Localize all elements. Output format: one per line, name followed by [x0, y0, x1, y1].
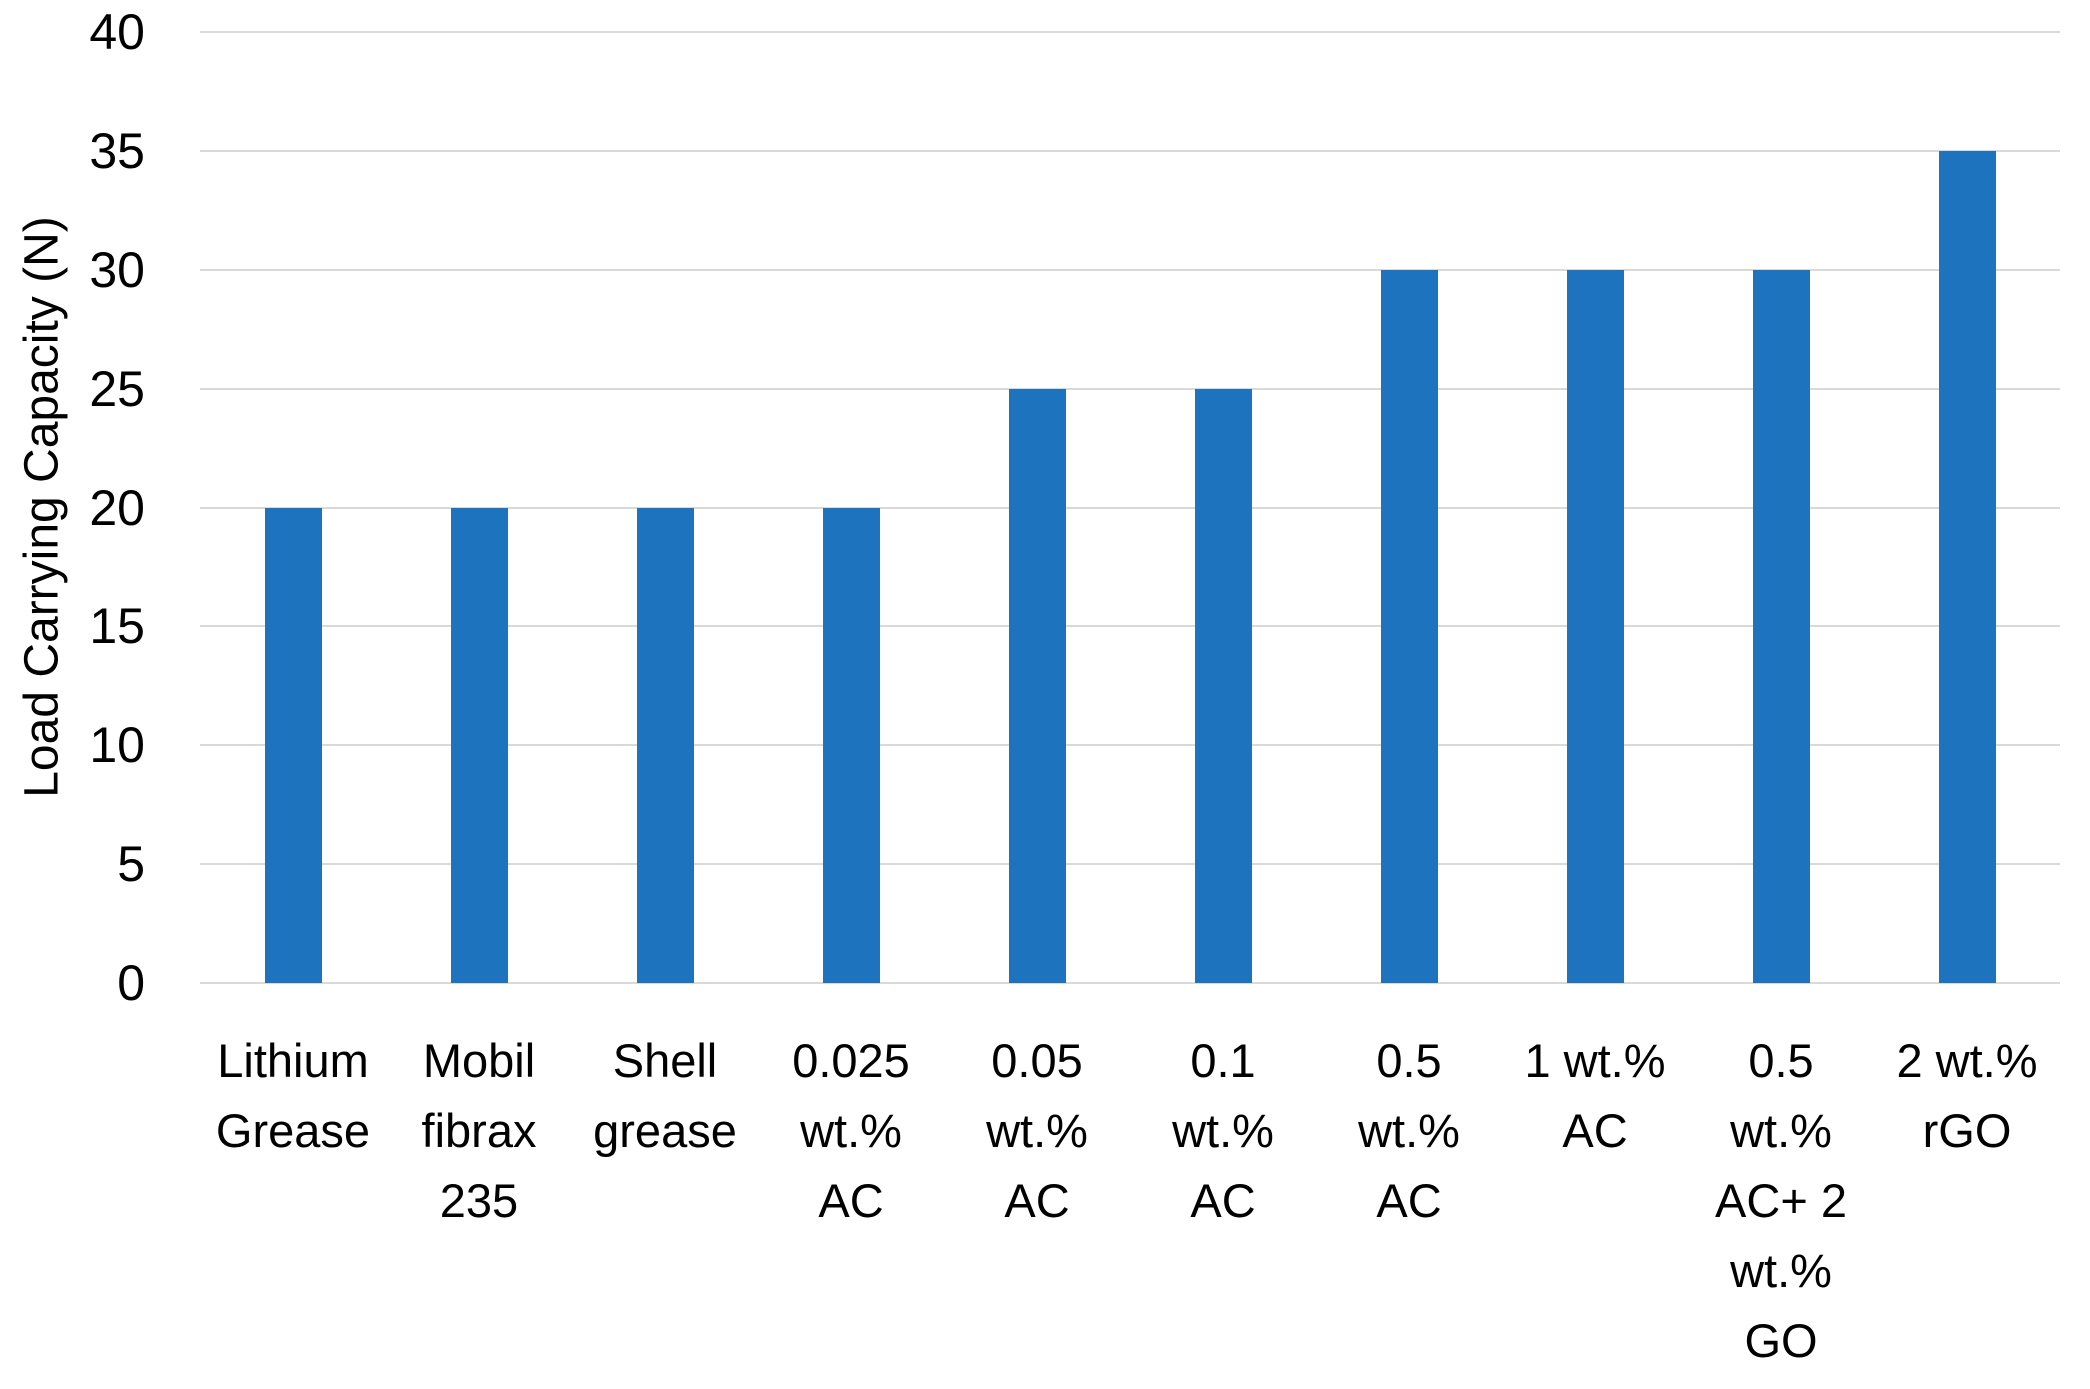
- gridline: [200, 149, 2060, 152]
- x-tick-label: Lithium Grease: [215, 1034, 371, 1157]
- x-tick-label: Shell grease: [593, 1034, 737, 1157]
- gridline: [200, 387, 2060, 390]
- y-tick-label: 40: [89, 4, 145, 60]
- x-tick-label: Mobil fibrax 235: [421, 1034, 537, 1227]
- y-tick-label: 15: [89, 598, 145, 655]
- gridline: [200, 863, 2060, 866]
- y-tick-label: 30: [89, 241, 145, 298]
- x-tick-label: 2 wt.% rGO: [1896, 1034, 2038, 1157]
- bar: [1008, 388, 1066, 983]
- x-tick-label: 0.5 wt.% AC: [1358, 1034, 1460, 1227]
- x-tick-label: 0.1 wt.% AC: [1172, 1034, 1274, 1227]
- y-tick-label: 35: [89, 122, 145, 179]
- bar: [636, 507, 694, 983]
- gridline: [200, 506, 2060, 509]
- bar: [1566, 269, 1624, 983]
- x-tick-label: 0.05 wt.% AC: [986, 1034, 1088, 1227]
- y-tick-label: 20: [89, 479, 145, 536]
- x-tick-label: 1 wt.% AC: [1524, 1034, 1666, 1157]
- plot-area: [200, 31, 2060, 984]
- bar: [822, 507, 880, 983]
- y-tick-label: 0: [117, 955, 145, 1011]
- x-tick-label: 0.025 wt.% AC: [792, 1034, 910, 1227]
- x-tick-label: 0.5 wt.% AC+ 2 wt.% GO: [1715, 1034, 1847, 1367]
- gridline: [200, 31, 2060, 33]
- y-tick-label: 5: [117, 836, 145, 893]
- gridline: [200, 268, 2060, 271]
- bar: [1938, 150, 1996, 983]
- gridline: [200, 982, 2060, 984]
- bar: [450, 507, 508, 983]
- bar: [1752, 269, 1810, 983]
- gridline: [200, 744, 2060, 747]
- y-tick-label: 25: [89, 360, 145, 417]
- bar: [1380, 269, 1438, 983]
- y-tick-label: 10: [89, 717, 145, 774]
- bar: [1194, 388, 1252, 983]
- gridline: [200, 625, 2060, 628]
- bar: [264, 507, 322, 983]
